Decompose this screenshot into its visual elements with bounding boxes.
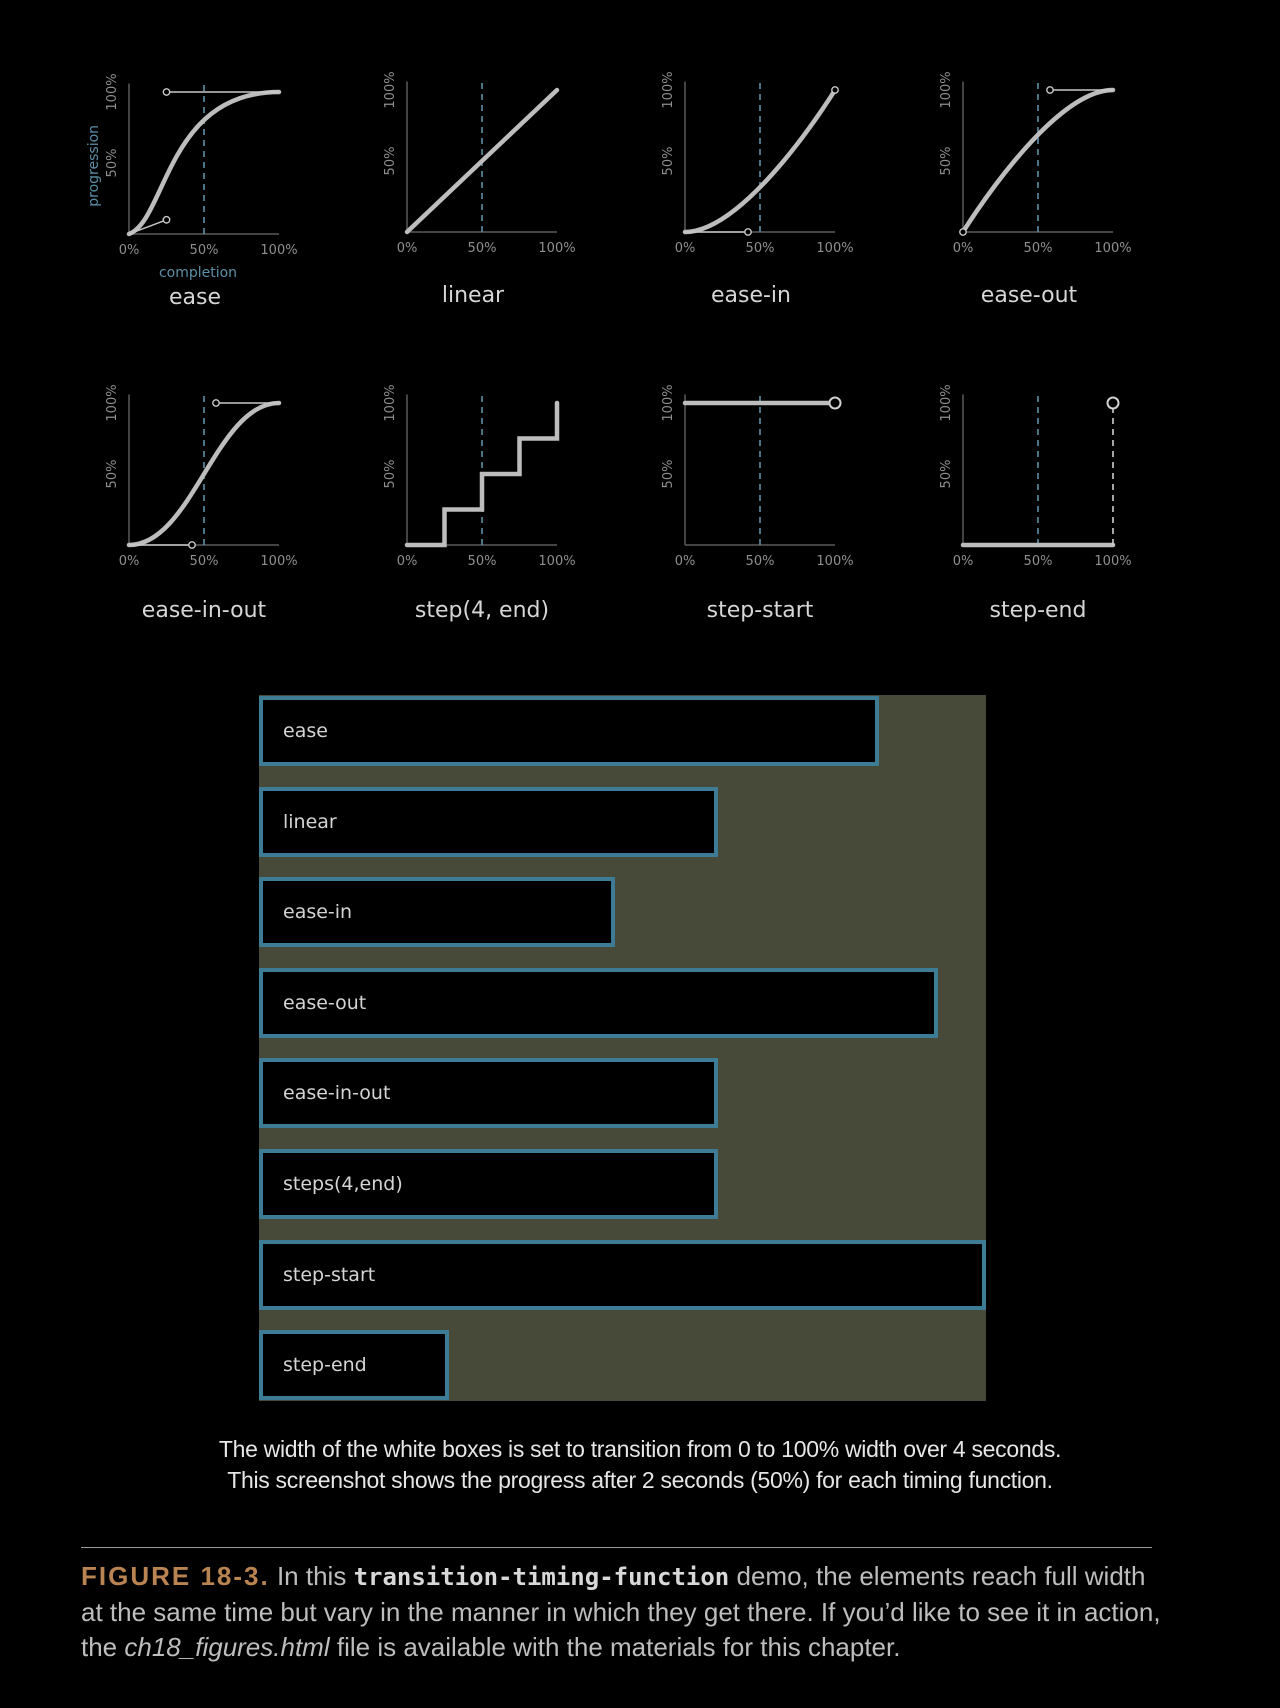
y-tick-label: 100%: [105, 384, 120, 421]
y-tick-label: 100%: [661, 71, 676, 108]
x-tick-label: 100%: [1094, 554, 1131, 569]
label-step-4-end: step(4, end): [415, 598, 549, 623]
control-point: [959, 228, 967, 236]
demo-note-line-2: This screenshot shows the progress after…: [227, 1467, 1053, 1493]
y-tick-label: 50%: [939, 460, 954, 489]
y-tick-label: 50%: [383, 147, 398, 176]
caption-divider: [81, 1547, 1152, 1548]
x-tick-label: 0%: [675, 554, 696, 569]
demo-bar-step-start: step-start: [259, 1239, 986, 1310]
demo-bar-label: ease-in-out: [283, 1082, 391, 1105]
y-tick-label: 50%: [661, 147, 676, 176]
demo-bar-label: ease-in: [283, 901, 353, 924]
demo-note-line-1: The width of the white boxes is set to t…: [218, 1436, 1062, 1462]
timing-curve: [960, 87, 1116, 235]
x-tick-label: 0%: [953, 554, 974, 569]
x-tick-label: 100%: [816, 241, 853, 256]
timing-curve: [404, 400, 560, 548]
x-tick-label: 0%: [953, 241, 974, 256]
timing-curve: [126, 400, 282, 548]
y-tick-label: 50%: [939, 147, 954, 176]
label-ease-in: ease-in: [711, 283, 791, 308]
x-tick-label: 100%: [538, 554, 575, 569]
caption-code: transition-timing-function: [353, 1563, 730, 1591]
demo-bar-ease-in-out: ease-in-out: [259, 1058, 718, 1129]
control-point: [212, 399, 220, 407]
y-tick-label: 50%: [105, 149, 120, 178]
y-tick-label: 100%: [383, 384, 398, 421]
timing-function-graphs: 50% 100% 0% 50% 100% ease completion progressio…: [86, 71, 1132, 623]
control-point: [188, 541, 196, 549]
demo-bar-linear: linear: [259, 786, 718, 857]
end-point: [1106, 396, 1120, 410]
demo-bar-label: linear: [283, 810, 337, 833]
demo-note: The width of the white boxes is set to t…: [0, 1434, 1280, 1496]
y-tick-label: 100%: [105, 73, 120, 110]
y-tick-label: 50%: [661, 460, 676, 489]
x-tick-label: 100%: [538, 241, 575, 256]
label-step-start: step-start: [707, 598, 814, 623]
x-tick-label: 0%: [119, 554, 140, 569]
label-ease-out: ease-out: [981, 283, 1078, 308]
timing-curve: [682, 87, 838, 235]
x-tick-label: 50%: [190, 554, 219, 569]
demo-bar-steps-4-end: steps(4,end): [259, 1149, 718, 1219]
demo-bar-step-end: step-end: [259, 1330, 449, 1401]
x-tick-label: 100%: [1094, 241, 1131, 256]
x-tick-label: 0%: [397, 554, 418, 569]
x-tick-label: 0%: [119, 243, 140, 258]
control-point: [1046, 86, 1054, 94]
x-tick-label: 100%: [260, 243, 297, 258]
x-tick-label: 50%: [1024, 554, 1053, 569]
timing-curve: [404, 87, 560, 235]
label-linear: linear: [442, 283, 505, 308]
timing-curve: [126, 89, 282, 237]
demo-bar-ease-out: ease-out: [259, 967, 938, 1038]
x-tick-label: 50%: [468, 241, 497, 256]
caption-text-3: file is available with the materials for…: [336, 1632, 901, 1662]
label-ease: ease: [169, 285, 221, 310]
x-tick-label: 100%: [260, 554, 297, 569]
x-tick-label: 100%: [816, 554, 853, 569]
y-tick-label: 100%: [661, 384, 676, 421]
control-handle: [128, 219, 167, 235]
x-tick-label: 50%: [190, 243, 219, 258]
end-point: [828, 396, 842, 410]
demo-bar-label: ease-out: [283, 991, 367, 1014]
x-axis-title: completion: [159, 265, 237, 281]
caption-text-2: demo, the elements reach full width at t…: [81, 1561, 1161, 1662]
figure-caption: FIGURE 18-3. In this transition-timing-f…: [81, 1559, 1171, 1665]
y-tick-label: 100%: [939, 384, 954, 421]
control-point: [162, 215, 171, 224]
x-tick-label: 50%: [746, 241, 775, 256]
control-point: [162, 88, 171, 96]
y-tick-label: 100%: [383, 71, 398, 108]
transition-demo-panel: ease linear ease-in ease-out ease-in-out step…: [259, 695, 986, 1401]
control-point: [831, 86, 839, 94]
demo-bar-label: step-end: [283, 1354, 367, 1377]
y-tick-label: 50%: [383, 460, 398, 489]
demo-bar-ease-in: ease-in: [259, 877, 615, 948]
demo-bar-ease: ease: [259, 696, 879, 766]
x-tick-label: 50%: [1024, 241, 1053, 256]
y-tick-label: 100%: [939, 71, 954, 108]
caption-file: ch18_figures.html: [124, 1632, 330, 1662]
figure-number: FIGURE 18-3.: [81, 1561, 270, 1591]
label-ease-in-out: ease-in-out: [142, 598, 267, 623]
demo-bar-label: step-start: [283, 1263, 376, 1286]
y-axis-title: progression: [86, 125, 102, 207]
caption-text-1: In this: [276, 1561, 347, 1591]
x-tick-label: 0%: [675, 241, 696, 256]
demo-bar-label: ease: [283, 720, 328, 742]
demo-bar-label: steps(4,end): [283, 1173, 403, 1195]
label-step-end: step-end: [990, 598, 1087, 623]
control-point: [744, 228, 752, 236]
y-tick-label: 50%: [105, 460, 120, 489]
x-tick-label: 0%: [397, 241, 418, 256]
x-tick-label: 50%: [746, 554, 775, 569]
x-tick-label: 50%: [468, 554, 497, 569]
